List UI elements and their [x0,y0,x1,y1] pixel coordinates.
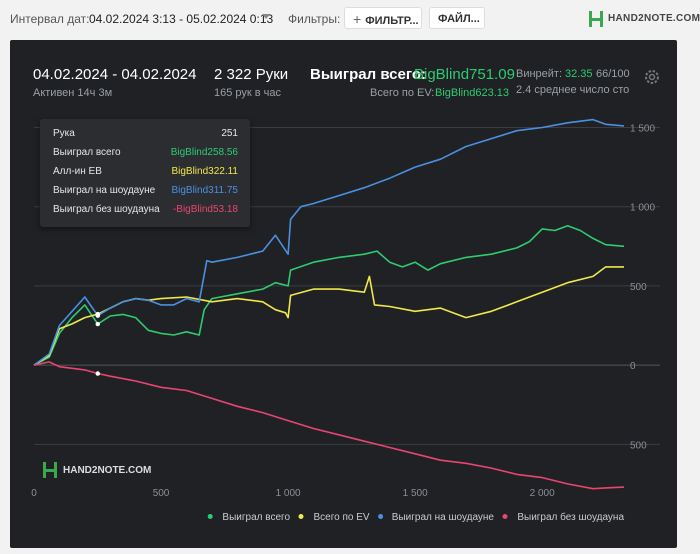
winrate-suffix: 66/100 [596,68,630,80]
logo-text: HAND2NOTE.COM [608,13,700,24]
summary-date: 04.02.2024 - 04.02.2024 [33,66,197,83]
legend-label: Выиграл без шоудауна [517,511,624,523]
plus-icon: + [353,11,362,27]
x-tick-label: 1 500 [403,488,428,499]
tooltip-row: Выиграл всего BigBlind258.56 [53,147,238,161]
legend-swatch [298,514,304,519]
summary-hands: 2 322 Руки [214,66,289,83]
y-tick-label: 500 [630,282,647,293]
x-tick-label: 500 [153,488,170,499]
x-tick-label: 0 [31,488,37,499]
series-line [33,224,625,366]
tooltip-row-value: -BigBlind53.18 [172,204,238,215]
y-tick-label: 1 500 [630,124,655,135]
ev-value: BigBlind623.13 [435,87,510,99]
legend-label: Выиграл всего [222,512,290,523]
won-total-value: BigBlind751.09 [414,66,515,83]
file-button[interactable]: ФАЙЛ... [429,7,485,29]
hover-marker [95,321,100,327]
ev-label: Всего по EV: [370,87,435,99]
tooltip-row-value: 251 [221,128,238,139]
tooltip-row-label: Выиграл всего [53,147,121,158]
tooltip-row-label: Алл-ин EB [53,166,102,177]
filter-button[interactable]: + ФИЛЬТР... [344,7,422,29]
top-bar: Интервал дат: 04.02.2024 3:13 - 05.02.20… [0,0,700,38]
legend-swatch [502,514,508,519]
hover-tooltip: Рука 251 Выиграл всего BigBlind258.56 Алл-ин… [40,119,250,227]
tooltip-row: Рука 251 [53,128,238,142]
watermark-text: HAND2NOTE.COM [63,465,152,476]
tooltip-row-value: BigBlind258.56 [170,147,238,158]
summary-active: Активен 14ч 3м [33,87,113,99]
legend-swatch [378,514,384,519]
winrate-label: Винрейт: [516,68,563,80]
tooltip-row-label: Выиграл без шоудауна [53,204,160,215]
tooltip-row-value: BigBlind322.11 [171,166,238,177]
filters-label: Фильтры: [288,12,341,26]
hover-markers [95,311,100,376]
summary-hands-per-hour: 165 рук в час [214,87,282,99]
tooltip-row: Выиграл на шоудауне BigBlind311.75 [53,185,238,199]
tick-labels: 1 500 1 000 500 0 500 0 500 1 000 1 500 2 000 [31,124,655,499]
won-total-label: Выиграл всего: [310,66,427,83]
interval-label: Интервал дат: [10,12,90,26]
file-button-label: ФАЙЛ... [438,13,480,25]
x-tick-label: 1 000 [276,488,301,499]
y-tick-label: 0 [630,361,636,372]
watermark-logo-icon [43,462,57,478]
hover-marker [95,371,100,376]
logo-icon [589,11,603,27]
x-tick-label: 2 000 [530,488,555,499]
tooltip-row: Алл-ин EB BigBlind322.11 [53,166,238,180]
y-tick-label: 1 000 [630,203,655,214]
filter-button-label: ФИЛЬТР... [365,15,419,27]
tooltip-row: Выиграл без шоудауна -BigBlind53.18 [53,204,238,218]
series-line [33,266,624,366]
legend-swatch [207,514,213,519]
series-lines [33,118,625,490]
series-line [33,361,625,490]
hover-marker [95,313,100,318]
date-range-selector[interactable]: 04.02.2024 3:13 - 05.02.2024 0:13 [89,12,274,26]
legend-label: Выиграл на шоудауне [392,512,495,523]
avg-text: 2.4 среднее число сто [516,84,630,96]
y-tick-label: 500 [630,440,647,451]
gear-icon[interactable] [643,68,661,86]
tooltip-row-label: Выиграл на шоудауне [53,185,156,196]
chevron-down-icon[interactable] [262,14,270,19]
series-line [33,118,625,366]
tooltip-row-label: Рука [53,128,75,139]
tooltip-row-value: BigBlind311.75 [171,185,238,196]
legend: Выиграл без шоудауна Выиграл на шоудауне В… [207,511,624,523]
legend-label: Всего по EV [314,512,370,523]
winrate-value: 32.35 [565,68,593,80]
